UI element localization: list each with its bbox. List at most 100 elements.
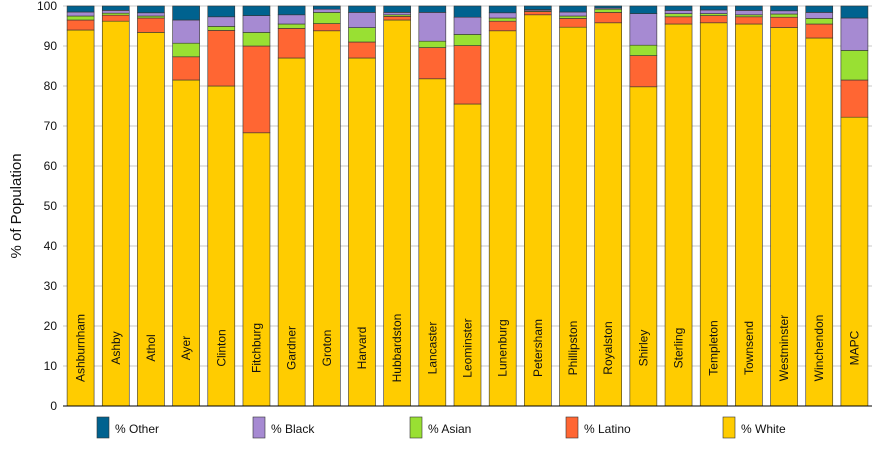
bar-segment	[840, 79, 869, 118]
bar-segment	[805, 5, 834, 13]
category-label: Gardner	[285, 326, 299, 370]
bar-segment	[524, 11, 552, 16]
category-label: Fitchburg	[249, 323, 263, 373]
bar-segment	[735, 16, 763, 25]
bar-segment	[418, 5, 447, 13]
bar-segment	[594, 12, 622, 24]
bar-segment	[313, 5, 341, 10]
bar-segment	[594, 8, 622, 13]
category-label: Royalston	[601, 321, 615, 374]
bar-segment	[207, 30, 236, 87]
bar-segment	[488, 5, 517, 14]
bar-segment	[770, 16, 798, 28]
bar-segment	[66, 11, 95, 17]
bar-segment	[172, 19, 200, 44]
category-label: Groton	[320, 330, 334, 367]
category-label: MAPC	[847, 330, 861, 365]
bar-segment	[418, 78, 447, 407]
bar-segment	[629, 44, 658, 56]
category-label: Winchendon	[812, 315, 826, 382]
bar-segment	[488, 20, 517, 32]
bar-segment	[594, 22, 622, 407]
bar-segment	[488, 30, 517, 407]
bar-segment	[840, 50, 869, 81]
bar-segment	[207, 26, 236, 31]
bar-segment	[664, 23, 693, 407]
bar-segment	[418, 12, 447, 42]
bar-segment	[242, 32, 271, 47]
bar-segment	[453, 16, 482, 35]
legend-label: % Latino	[584, 422, 631, 436]
bar-segment	[207, 16, 236, 27]
bar-segment	[735, 10, 763, 16]
bar-segment	[418, 40, 447, 48]
category-label: Shirley	[636, 330, 650, 367]
y-axis-label: % of Population	[8, 153, 25, 258]
category-label: Ashby	[109, 331, 123, 364]
bar-segment	[101, 10, 130, 14]
bar-segment	[348, 5, 376, 13]
bar-segment	[453, 5, 482, 18]
bar-segment	[383, 16, 411, 21]
legend-label: % Other	[115, 422, 159, 436]
bar-segment	[101, 14, 130, 22]
bar-segment	[770, 5, 798, 12]
bar-segment	[488, 12, 517, 19]
bar-segment	[594, 5, 622, 9]
bar-segment	[664, 13, 693, 18]
y-tick-label: 20	[44, 319, 58, 333]
bar-segment	[242, 5, 271, 16]
y-tick-label: 40	[44, 239, 58, 253]
bar-segment	[664, 5, 693, 11]
bar-segment	[770, 10, 798, 15]
bar-segment	[629, 13, 658, 46]
bar-segment	[699, 15, 728, 24]
bar-segment	[277, 23, 306, 29]
bar-segment	[66, 15, 95, 21]
legend-swatch	[409, 416, 423, 439]
bar-segment	[664, 10, 693, 14]
bar-segment	[207, 5, 236, 18]
bar-segment	[313, 12, 341, 24]
category-label: Ashburnham	[74, 314, 88, 382]
bar-segment	[559, 18, 587, 28]
bar-segment	[277, 5, 306, 16]
y-tick-label: 50	[44, 199, 58, 213]
bar-segment	[172, 5, 200, 21]
bar-segment	[559, 11, 587, 17]
y-tick-label: 60	[44, 159, 58, 173]
bar-segment	[137, 32, 165, 407]
y-tick-label: 10	[44, 359, 58, 373]
legend-swatch	[252, 416, 266, 439]
y-tick-label: 0	[50, 399, 57, 413]
category-label: Hubbardston	[390, 314, 404, 383]
legend-label: % Asian	[428, 422, 471, 436]
legend-label: % Black	[271, 422, 315, 436]
category-label: Clinton	[214, 329, 228, 366]
category-label: Westminster	[777, 315, 791, 381]
bar-segment	[101, 12, 130, 16]
y-tick-labels: 0 10 20 30 40 50 60 70 80 90 100	[37, 0, 57, 413]
bar-segment	[101, 20, 130, 407]
bar-segment	[383, 5, 411, 13]
bar-segment	[735, 23, 763, 407]
bar-segment	[348, 27, 376, 43]
bar-segment	[629, 55, 658, 88]
bar-segment	[172, 56, 200, 81]
bar-segment	[559, 5, 587, 13]
bar-segment	[137, 12, 165, 17]
category-label: Townsend	[742, 321, 756, 375]
category-label: Templeton	[707, 320, 721, 375]
category-labels: Ashburnham Ashby Athol Ayer Clinton Fitchburg…	[74, 314, 862, 383]
bar-segment	[664, 16, 693, 25]
bar-segment	[313, 30, 341, 407]
bar-segment	[348, 41, 376, 59]
bar-segment	[313, 8, 341, 13]
bar-segment	[242, 132, 271, 407]
category-label: Phillipston	[566, 321, 580, 376]
y-tick-label: 90	[44, 39, 58, 53]
bar-segment	[383, 12, 411, 16]
category-label: Lancaster	[425, 322, 439, 375]
bar-segment	[735, 5, 763, 11]
